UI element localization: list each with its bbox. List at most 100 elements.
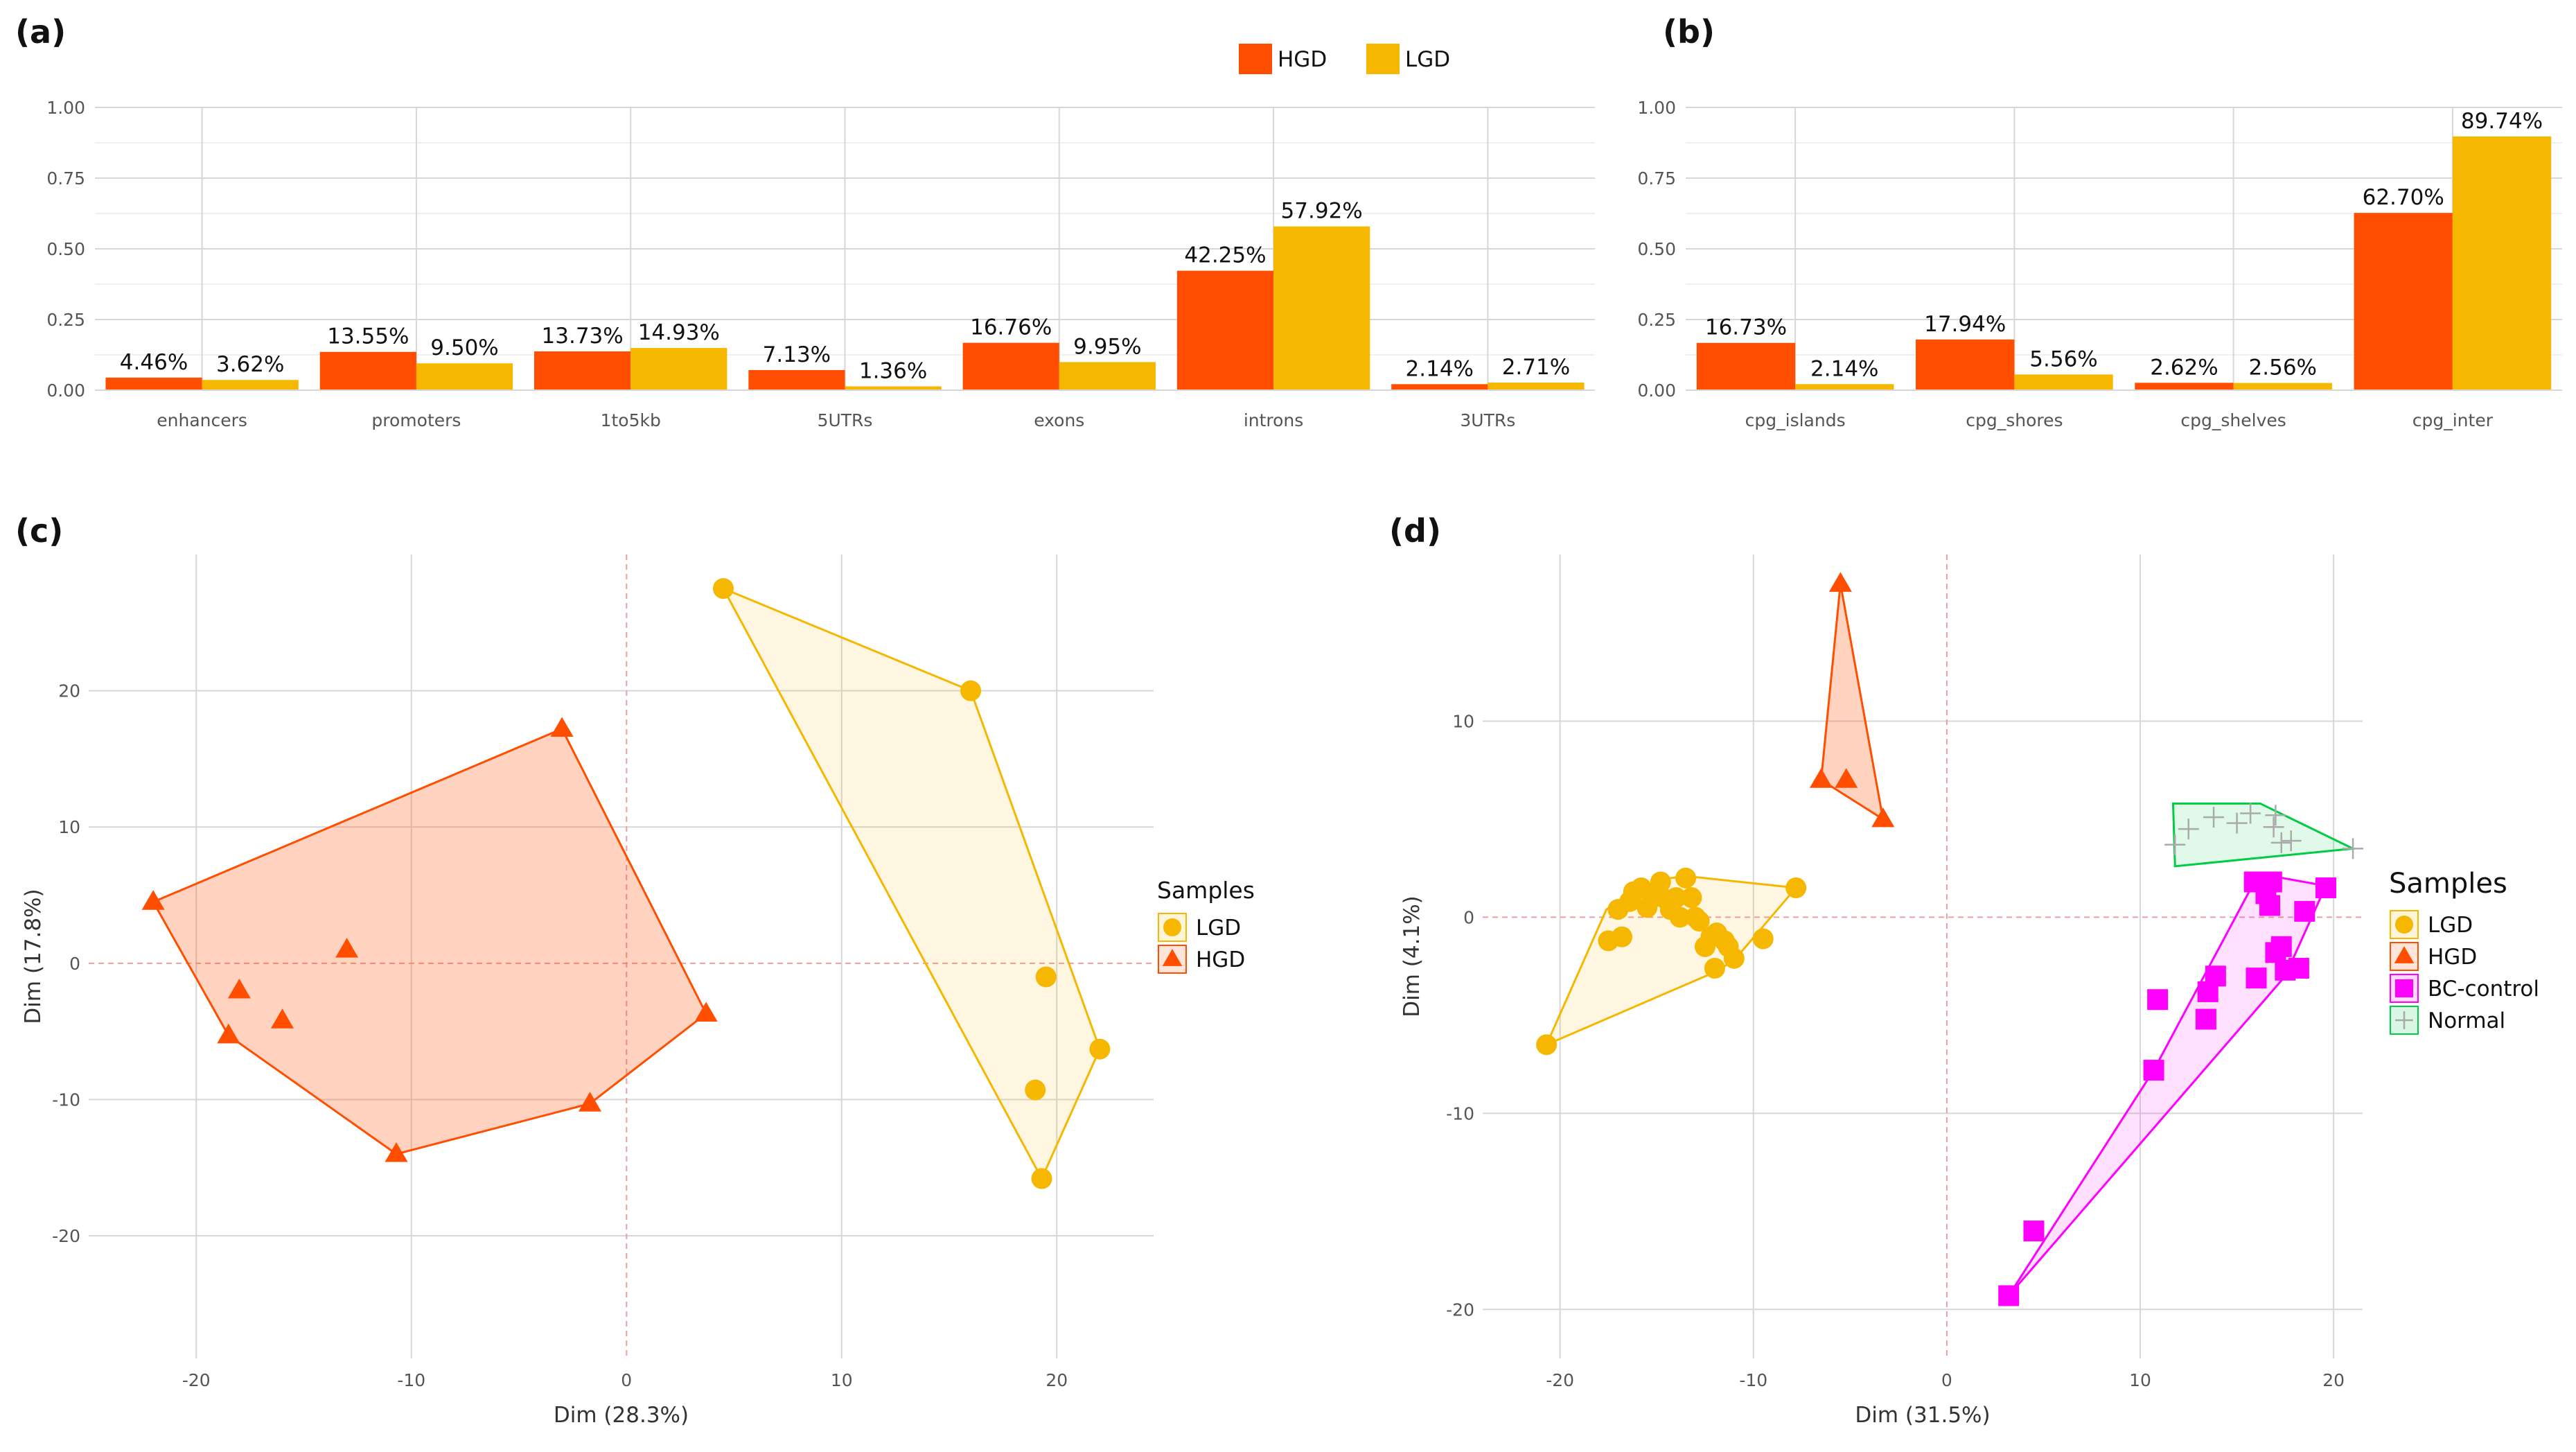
x-category-label: cpg_islands xyxy=(1745,410,1846,430)
point-hgd xyxy=(550,717,574,737)
bar-hgd xyxy=(1696,342,1796,390)
bar-lgd xyxy=(416,363,513,390)
legend-swatch-hgd xyxy=(1239,44,1272,74)
data-label-hgd: 7.13% xyxy=(763,342,831,367)
x-category-label: 3UTRs xyxy=(1460,410,1515,430)
point-lgd xyxy=(712,578,734,600)
legend-label-lgd: LGD xyxy=(2428,913,2473,938)
x-axis-title: Dim (31.5%) xyxy=(1855,1403,1990,1428)
y-tick-label: 0 xyxy=(69,954,80,974)
bar-lgd xyxy=(202,380,299,390)
x-tick-label: 0 xyxy=(1941,1370,1952,1390)
y-tick-label: 0.50 xyxy=(46,239,85,259)
legend-title: Samples xyxy=(2389,868,2507,900)
point-lgd xyxy=(1089,1038,1111,1060)
legend-label-hgd: HGD xyxy=(1278,47,1327,72)
y-tick-label: 0.75 xyxy=(1637,168,1676,189)
x-category-label: exons xyxy=(1034,410,1084,430)
point-lgd xyxy=(1669,907,1691,928)
point-hgd xyxy=(217,1023,240,1044)
legend-label-lgd: LGD xyxy=(1405,47,1450,72)
point-bc-control xyxy=(2261,871,2282,893)
data-label-hgd: 17.94% xyxy=(1924,312,2006,337)
point-lgd xyxy=(1723,947,1745,969)
x-tick-label: 20 xyxy=(2322,1370,2345,1390)
y-tick-label: 1.00 xyxy=(46,98,85,118)
data-label-hgd: 62.70% xyxy=(2363,185,2444,210)
legend-label-normal: Normal xyxy=(2428,1008,2505,1033)
point-hgd xyxy=(694,1001,718,1022)
data-label-lgd: 2.56% xyxy=(2249,356,2317,381)
legend-key-lgd xyxy=(2390,910,2419,939)
data-label-lgd: 14.93% xyxy=(638,320,720,345)
y-tick-label: -10 xyxy=(1446,1103,1474,1123)
point-hgd xyxy=(385,1142,408,1162)
data-label-lgd: 89.74% xyxy=(2461,109,2543,134)
point-bc-control xyxy=(2147,989,2169,1011)
point-lgd xyxy=(1035,966,1057,988)
bar-lgd xyxy=(2452,136,2552,391)
point-hgd xyxy=(335,938,359,958)
pca-plot-all-samples: -20 -10 0 10 20 -20 -10 0 10 Dim (31.5%) Dim (4.1%… xyxy=(1400,554,2539,1428)
point-normal xyxy=(2265,805,2286,826)
data-label-lgd: 9.50% xyxy=(430,335,498,360)
legend-marker-lgd xyxy=(2395,916,2413,934)
legend-marker-lgd xyxy=(1163,918,1181,936)
point-bc-control xyxy=(2246,968,2267,989)
data-label-lgd: 5.56% xyxy=(2029,347,2097,371)
point-bc-control xyxy=(2294,900,2315,922)
x-tick-label: -20 xyxy=(182,1370,211,1390)
data-label-lgd: 9.95% xyxy=(1073,334,1141,359)
x-tick-label: -20 xyxy=(1546,1370,1574,1390)
point-hgd xyxy=(578,1092,602,1112)
bar-lgd xyxy=(1488,382,1585,390)
bar-hgd xyxy=(319,351,416,390)
data-label-lgd: 3.62% xyxy=(216,352,284,377)
point-bc-control xyxy=(2023,1221,2045,1242)
y-tick-label: 0.75 xyxy=(46,168,85,189)
point-hgd xyxy=(1871,807,1895,828)
bar-lgd xyxy=(630,348,727,390)
legend-marker-bc-control xyxy=(2395,979,2413,997)
bar-hgd xyxy=(748,369,845,390)
point-normal xyxy=(2178,819,2199,840)
point-lgd xyxy=(1785,877,1807,898)
x-tick-label: -10 xyxy=(397,1370,425,1390)
point-lgd xyxy=(1536,1034,1558,1056)
bar-lgd xyxy=(845,386,942,390)
y-tick-label: -20 xyxy=(1446,1300,1474,1320)
legend-label-bc-control: BC-control xyxy=(2428,977,2539,1001)
legend-label-lgd: LGD xyxy=(1196,916,1241,941)
point-normal xyxy=(2270,832,2292,853)
y-tick-label: -20 xyxy=(52,1226,80,1246)
hull-hgd xyxy=(152,727,708,1155)
bar-hgd xyxy=(1391,384,1488,390)
panel-label-d: (d) xyxy=(1389,512,1441,550)
point-lgd xyxy=(1031,1168,1052,1189)
legend-title: Samples xyxy=(1157,877,1255,904)
bar-chart-genomic-annotation: 0.00 0.25 0.50 0.75 1.00 enhancers promoters 1t… xyxy=(46,44,1595,430)
x-category-label: cpg_shelves xyxy=(2180,410,2286,430)
data-label-lgd: 57.92% xyxy=(1281,199,1363,224)
data-label-lgd: 2.71% xyxy=(1502,355,1570,380)
point-hgd xyxy=(1835,768,1858,788)
pca-plot-lgd-hgd: -20 -10 0 10 20 -20 -10 0 10 20 Dim (28.3%) Dim (17… xyxy=(21,554,1255,1428)
data-label-hgd: 13.73% xyxy=(542,324,624,349)
bar-lgd xyxy=(1795,384,1894,390)
bar-lgd xyxy=(1273,226,1370,390)
point-normal xyxy=(2263,816,2284,838)
point-lgd xyxy=(1688,911,1710,932)
data-label-lgd: 2.14% xyxy=(1810,356,1878,381)
legend-marker-hgd xyxy=(1162,949,1183,966)
point-lgd xyxy=(1611,926,1632,947)
point-lgd xyxy=(1681,887,1702,909)
bar-hgd xyxy=(534,351,631,390)
point-normal xyxy=(2164,834,2186,855)
x-category-label: 1to5kb xyxy=(601,410,661,430)
point-normal xyxy=(2240,803,2261,824)
y-tick-label: 0 xyxy=(1463,907,1474,927)
y-tick-label: 10 xyxy=(1452,711,1474,731)
legend-marker-normal xyxy=(2395,1011,2413,1029)
point-hgd xyxy=(1828,572,1852,592)
